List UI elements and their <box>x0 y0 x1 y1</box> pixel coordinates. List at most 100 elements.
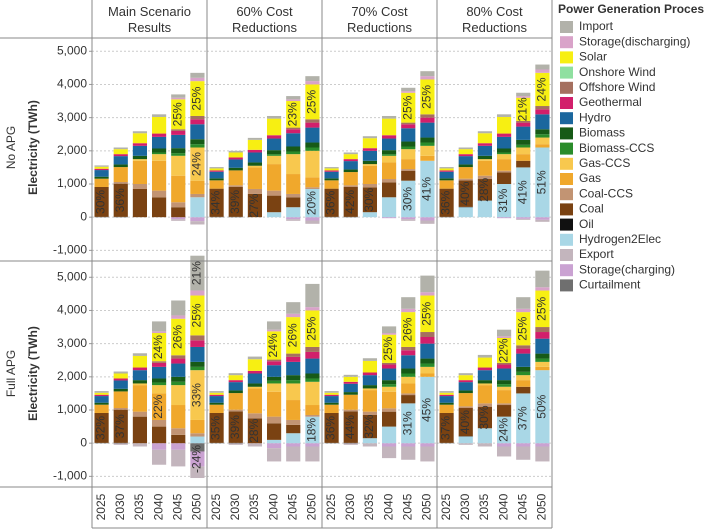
segment-label: 32% <box>362 414 376 438</box>
bar-segment <box>496 368 512 381</box>
bar-segment <box>286 127 301 130</box>
bar-segment <box>151 116 167 134</box>
legend-label: Hydrogen2Elec <box>579 232 661 246</box>
y-tick-label: 2,000 <box>57 143 87 157</box>
bar-segment <box>381 443 397 447</box>
segment-label: 30% <box>94 190 108 214</box>
segment-label: 25% <box>535 296 549 320</box>
bar-segment <box>535 353 550 359</box>
bar-segment <box>305 358 320 374</box>
segment-label: 30% <box>477 405 491 429</box>
segment-label: 25% <box>400 95 414 119</box>
bar-segment <box>171 405 186 429</box>
bar-segment <box>113 443 128 445</box>
bar-segment <box>535 144 550 148</box>
bar-segment <box>190 370 205 420</box>
bar-segment <box>190 147 205 181</box>
bar-segment <box>305 122 320 128</box>
bar-segment <box>362 372 378 376</box>
bar-segment <box>535 129 550 135</box>
bar-segment <box>266 118 282 136</box>
bar-segment <box>286 356 301 362</box>
bar-segment <box>286 302 301 314</box>
bar-segment <box>113 164 128 168</box>
bar-segment <box>190 290 205 296</box>
bar-segment <box>209 404 224 413</box>
bar-segment <box>381 380 397 385</box>
x-tick-label: 2040 <box>381 493 395 520</box>
bar-segment <box>516 297 531 309</box>
segment-label: 26% <box>170 325 184 349</box>
bar-segment <box>343 161 358 170</box>
bar-segment <box>477 133 493 144</box>
bar-segment <box>401 297 416 309</box>
bar-segment <box>286 443 301 447</box>
bar-segment <box>401 368 416 374</box>
segment-label: 18% <box>305 418 319 442</box>
bar-segment <box>343 394 358 410</box>
bar-segment <box>305 217 320 221</box>
bar-segment <box>190 443 205 452</box>
bar-segment <box>305 220 320 224</box>
bar-segment <box>113 388 128 392</box>
bar-segment <box>496 403 512 406</box>
bar-segment <box>401 87 416 92</box>
bar-segment <box>209 391 224 393</box>
bar-segment <box>190 124 205 140</box>
bar-segment <box>247 418 263 444</box>
bar-segment <box>362 212 378 218</box>
bar-segment <box>171 363 186 377</box>
bar-segment <box>94 404 109 413</box>
bar-segment <box>132 383 148 386</box>
bar-segment <box>477 131 493 134</box>
bar-segment <box>324 412 339 443</box>
bar-segment <box>94 168 109 171</box>
bar-segment <box>247 388 263 414</box>
bar-segment <box>535 358 550 362</box>
y-tick-label: 4,000 <box>57 77 87 91</box>
bar-segment <box>381 408 397 412</box>
bar-segment <box>171 219 186 221</box>
bar-segment <box>496 390 512 404</box>
bar-segment <box>247 413 263 419</box>
bar-segment <box>516 139 531 145</box>
bar-segment <box>228 380 243 383</box>
bar-segment <box>113 378 128 381</box>
bar-segment <box>228 150 243 153</box>
bar-segment <box>458 406 473 409</box>
bar-segment <box>266 380 282 384</box>
bar-segment <box>381 135 397 139</box>
bar-segment <box>228 185 243 187</box>
bar-segment <box>305 378 320 382</box>
bar-segment <box>132 145 148 156</box>
bar-segment <box>266 150 282 155</box>
bar-segment <box>401 91 416 93</box>
bar-segment <box>171 315 186 319</box>
bar-segment <box>458 154 473 157</box>
bar-segment <box>458 380 473 383</box>
y-tick-label: 3,000 <box>57 110 87 124</box>
y-tick-label: 5,000 <box>57 43 87 57</box>
bar-segment <box>496 364 512 369</box>
bar-segment <box>228 390 243 394</box>
bar-segment <box>496 416 512 444</box>
bar-segment <box>132 411 148 417</box>
bar-segment <box>266 331 282 360</box>
segment-label: 25% <box>420 85 434 109</box>
bar-segment <box>535 270 550 288</box>
bar-segment <box>171 443 186 450</box>
bar-segment <box>496 380 512 385</box>
bar-segment <box>420 373 435 377</box>
bar-segment <box>228 443 243 445</box>
bar-segment <box>171 202 186 208</box>
bar-segment <box>381 154 397 156</box>
bar-segment <box>516 122 531 127</box>
bar-segment <box>171 318 186 356</box>
bar-segment <box>305 416 320 444</box>
bar-segment <box>247 373 263 384</box>
segment-label: 34% <box>209 190 223 214</box>
x-tick-label: 2050 <box>190 493 204 520</box>
y-tick-label: 3,000 <box>57 336 87 350</box>
bar-segment <box>228 373 243 376</box>
bar-segment <box>305 283 320 308</box>
